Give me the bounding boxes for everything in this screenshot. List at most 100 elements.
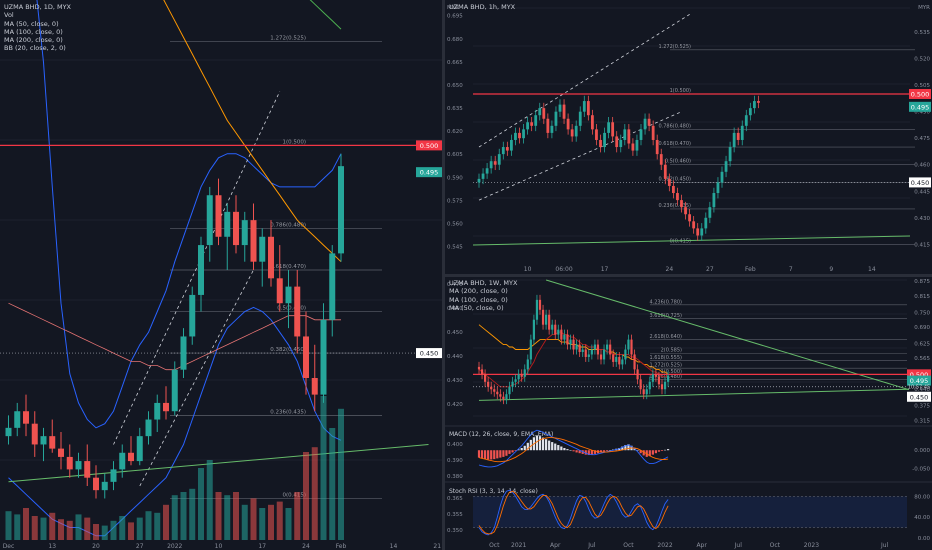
macd-hist-bar [599, 450, 603, 453]
x-axis-bg [0, 540, 442, 550]
resistance-price-tag-bg [416, 140, 442, 151]
last-close-tag-bg [909, 101, 931, 112]
right-axis-label: 0.430 [914, 216, 930, 222]
candle-body [84, 461, 91, 478]
fib-level-label: 0.618(0.470) [270, 264, 306, 270]
candle-body [663, 164, 667, 179]
candle-body [505, 394, 508, 400]
candle-body [101, 481, 108, 491]
volume-bar [110, 520, 117, 540]
candle-body [163, 402, 169, 412]
macd-hist-bar [484, 450, 487, 460]
x-axis-label: Jul [587, 542, 596, 549]
macd-line [478, 429, 669, 468]
macd-hist-bar [490, 450, 493, 460]
candle-body [541, 309, 545, 325]
volume-bar [215, 492, 222, 540]
candle-body [485, 168, 489, 174]
fib-level-label: 1.272(0.525) [270, 36, 306, 42]
last-close-tag-bg [416, 167, 442, 178]
candle-body [180, 336, 187, 370]
trend-upper-line [545, 279, 910, 391]
macd-hist-bar [593, 450, 596, 454]
candle-body [562, 104, 566, 119]
candle-body [581, 349, 584, 352]
volume-bar [189, 488, 196, 540]
volume-bar [180, 492, 187, 540]
candle-body [548, 314, 551, 330]
volume-bar [224, 495, 231, 540]
x-axis-label: 14 [868, 266, 876, 273]
volume-bar [198, 468, 204, 540]
left-axis-label: 0.460 [447, 306, 463, 312]
candle-body [250, 220, 257, 262]
candle-body [596, 344, 600, 355]
volume-bar [250, 498, 257, 540]
candle-body [128, 452, 134, 462]
hourly-chart-svg: 0.695 0.680 0.665 0.650 0.635 0.620 0.605 0.590… [447, 5, 931, 273]
macd-hist-bar [545, 439, 548, 451]
macd-hist-bar [560, 446, 563, 451]
macd-hist-bar [648, 450, 651, 457]
macd-hist-bar [590, 450, 593, 455]
macd-hist-bar [667, 449, 670, 451]
macd-hist-bar [602, 450, 606, 452]
candle-body [642, 389, 645, 395]
hourly-chart-panel[interactable]: 0.695 0.680 0.665 0.650 0.635 0.620 0.605 0.590… [445, 0, 932, 276]
right-axis-label: 0.475 [914, 136, 930, 142]
candle-body [14, 411, 21, 428]
x-axis-label: 2022 [657, 542, 672, 549]
weekly-chart-panel[interactable]: 0.875 0.815 0.750 0.690 0.625 0.565 0.500 0.440… [445, 276, 932, 550]
macd-hist-bar [517, 449, 520, 451]
candle-body [587, 354, 590, 357]
x-axis-label: 17 [258, 543, 266, 550]
candle-body [510, 139, 513, 151]
volume-bar [329, 428, 336, 540]
candle-body [619, 139, 623, 148]
pane-separator-horizontal[interactable] [445, 274, 932, 277]
left-axis-label: 0.545 [447, 245, 463, 251]
trend-support-line [472, 235, 911, 246]
macd-hist-bar [520, 448, 523, 451]
fib-level-label: 4.236(0.780) [649, 299, 682, 305]
candle-body [189, 294, 196, 337]
dotted-level-tag: 0.450 [911, 179, 930, 187]
daily-chart-panel[interactable]: 1.272(0.525) 1(0.500) 0.786(0.480) 0.618(0.… [0, 0, 442, 550]
candle-body [672, 185, 675, 194]
macd-hist-bar [502, 450, 505, 457]
volume-bar [303, 452, 309, 540]
left-axis-currency: MYR [447, 5, 459, 11]
candle-body [523, 369, 526, 377]
candle-body [550, 125, 554, 133]
candle-body [627, 129, 631, 144]
macd-hist-bar [606, 450, 609, 451]
macd-hist-bar [541, 437, 545, 451]
candle-body [551, 324, 554, 330]
stoch-band [473, 496, 907, 528]
x-axis-label: 2022 [167, 543, 182, 550]
macd-hist-bar [535, 435, 539, 451]
right-axis-currency: MYR [918, 5, 930, 11]
fib-level-label: 0.786(0.480) [270, 222, 306, 228]
candle-body [584, 349, 587, 357]
legend-ma100-w: MA (100, close, 0) [449, 295, 508, 304]
candle-body [545, 314, 548, 325]
candle-body [647, 118, 651, 126]
stoch-axis-label: 0.00 [918, 536, 931, 542]
candle-body [636, 369, 639, 380]
macd-hist-bar [487, 450, 490, 460]
x-axis-label: 7 [789, 266, 793, 273]
pane-separator-vertical[interactable] [442, 0, 445, 550]
right-axis-label: 0.535 [914, 30, 930, 36]
macd-hist-bar [639, 450, 642, 454]
candle-body [311, 378, 318, 395]
candle-body [198, 245, 204, 295]
candle-body [663, 381, 667, 390]
daily-legend: UZMA BHD, 1D, MYX Vol MA (50, close, 0) … [4, 3, 71, 53]
x-axis-label: 24 [302, 543, 310, 550]
candle-body [233, 211, 239, 246]
candle-body [712, 193, 716, 208]
macd-hist-bar [505, 450, 508, 456]
channel-upper [113, 91, 281, 445]
legend-ma200-w: MA (200, close, 0) [449, 287, 508, 296]
